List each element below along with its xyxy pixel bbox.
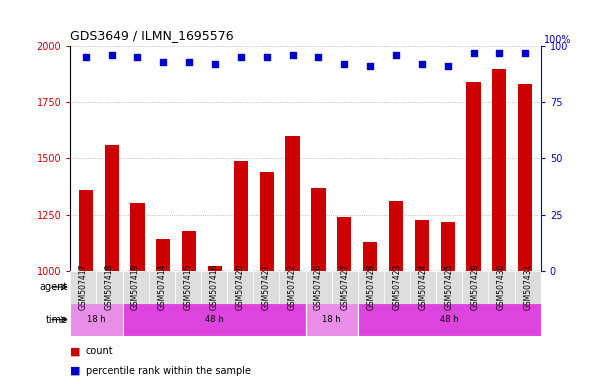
Bar xyxy=(97,271,123,304)
Point xyxy=(391,52,401,58)
Bar xyxy=(415,220,429,384)
Bar xyxy=(130,204,145,384)
Text: GSM507430: GSM507430 xyxy=(497,264,506,311)
Text: 100%: 100% xyxy=(544,35,571,45)
Text: percentile rank within the sample: percentile rank within the sample xyxy=(86,366,251,376)
Text: GSM507428: GSM507428 xyxy=(367,264,375,310)
Text: GSM507429: GSM507429 xyxy=(471,264,480,310)
Bar xyxy=(492,68,507,384)
Text: GSM507425: GSM507425 xyxy=(445,264,454,310)
Bar xyxy=(306,271,332,304)
Text: time: time xyxy=(46,314,68,325)
Point xyxy=(494,50,504,56)
Bar xyxy=(70,303,123,336)
Text: C-peptide: C-peptide xyxy=(364,283,404,291)
Bar xyxy=(466,82,481,384)
Bar xyxy=(201,271,227,304)
Text: ■: ■ xyxy=(70,366,84,376)
Text: 48 h: 48 h xyxy=(440,315,459,324)
Text: GSM507420: GSM507420 xyxy=(236,264,244,310)
Bar xyxy=(156,239,170,384)
Text: GDS3649 / ILMN_1695576: GDS3649 / ILMN_1695576 xyxy=(70,29,234,42)
Text: GSM507422: GSM507422 xyxy=(288,264,297,310)
Bar xyxy=(337,217,351,384)
Bar xyxy=(514,271,541,304)
Bar xyxy=(285,136,299,384)
Text: 18 h: 18 h xyxy=(323,315,341,324)
Point xyxy=(133,54,142,60)
Text: count: count xyxy=(86,346,113,356)
Bar xyxy=(253,271,279,304)
Bar xyxy=(227,271,306,303)
Point xyxy=(236,54,246,60)
Bar xyxy=(358,303,541,336)
Bar xyxy=(389,201,403,384)
Bar xyxy=(358,271,384,304)
Text: TGF-beta 1 and
C-peptide: TGF-beta 1 and C-peptide xyxy=(469,277,534,297)
Text: GSM507415: GSM507415 xyxy=(183,264,192,310)
Text: control: control xyxy=(134,283,163,291)
Text: GSM507418: GSM507418 xyxy=(105,264,114,310)
Text: GSM507426: GSM507426 xyxy=(314,264,323,310)
Bar xyxy=(518,84,532,384)
Text: GSM507421: GSM507421 xyxy=(262,264,271,310)
Bar xyxy=(148,271,175,304)
Bar xyxy=(410,271,436,304)
Text: 18 h: 18 h xyxy=(87,315,106,324)
Text: GSM507423: GSM507423 xyxy=(392,264,401,310)
Text: GSM507419: GSM507419 xyxy=(131,264,140,310)
Bar xyxy=(79,190,93,384)
Point xyxy=(469,50,478,56)
Bar xyxy=(227,271,253,304)
Bar xyxy=(234,161,248,384)
Bar xyxy=(70,271,227,303)
Point xyxy=(158,59,168,65)
Bar xyxy=(306,303,358,336)
Point xyxy=(365,63,375,70)
Bar xyxy=(123,271,148,304)
Text: GSM507431: GSM507431 xyxy=(523,264,532,310)
Bar xyxy=(363,242,377,384)
Bar xyxy=(332,271,358,304)
Bar xyxy=(436,271,463,304)
Point xyxy=(339,61,349,67)
Point xyxy=(417,61,426,67)
Point xyxy=(107,52,117,58)
Text: GSM507417: GSM507417 xyxy=(79,264,88,310)
Bar xyxy=(488,271,514,304)
Bar xyxy=(312,188,326,384)
Bar xyxy=(279,271,306,304)
Point xyxy=(521,50,530,56)
Text: GSM507414: GSM507414 xyxy=(157,264,166,310)
Bar xyxy=(306,271,463,303)
Bar xyxy=(384,271,410,304)
Point xyxy=(288,52,298,58)
Bar xyxy=(70,271,97,304)
Text: 48 h: 48 h xyxy=(205,315,224,324)
Point xyxy=(262,54,272,60)
Bar xyxy=(104,145,119,384)
Text: GSM507416: GSM507416 xyxy=(210,264,219,310)
Point xyxy=(443,63,453,70)
Point xyxy=(81,54,90,60)
Point xyxy=(210,61,220,67)
Bar xyxy=(182,232,196,384)
Bar xyxy=(463,271,541,303)
Text: ■: ■ xyxy=(70,346,84,356)
Bar xyxy=(175,271,201,304)
Text: GSM507427: GSM507427 xyxy=(340,264,349,310)
Bar xyxy=(123,303,306,336)
Point xyxy=(313,54,323,60)
Text: agent: agent xyxy=(40,282,68,292)
Bar xyxy=(463,271,488,304)
Text: GSM507424: GSM507424 xyxy=(419,264,428,310)
Bar xyxy=(260,172,274,384)
Bar xyxy=(441,222,455,384)
Text: TGF-beta 1: TGF-beta 1 xyxy=(243,283,290,291)
Bar xyxy=(208,266,222,384)
Point xyxy=(185,59,194,65)
